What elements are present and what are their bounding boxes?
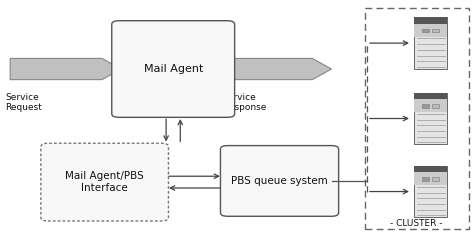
FancyBboxPatch shape xyxy=(414,166,447,218)
FancyBboxPatch shape xyxy=(414,99,447,112)
FancyBboxPatch shape xyxy=(414,24,447,37)
Text: Service
Response: Service Response xyxy=(223,93,266,112)
FancyBboxPatch shape xyxy=(422,29,429,32)
Text: - CLUSTER -: - CLUSTER - xyxy=(391,219,443,228)
FancyBboxPatch shape xyxy=(414,93,447,99)
Text: Mail Agent/PBS
Interface: Mail Agent/PBS Interface xyxy=(65,171,144,193)
FancyBboxPatch shape xyxy=(432,104,439,108)
Text: Service
Request: Service Request xyxy=(5,93,42,112)
FancyBboxPatch shape xyxy=(220,146,338,216)
FancyBboxPatch shape xyxy=(41,143,168,221)
FancyBboxPatch shape xyxy=(112,21,235,117)
FancyBboxPatch shape xyxy=(414,17,447,69)
FancyBboxPatch shape xyxy=(422,104,429,108)
FancyBboxPatch shape xyxy=(414,166,447,172)
FancyBboxPatch shape xyxy=(414,17,447,24)
FancyBboxPatch shape xyxy=(414,172,447,185)
Text: Mail Agent: Mail Agent xyxy=(144,64,203,74)
FancyBboxPatch shape xyxy=(422,177,429,181)
FancyBboxPatch shape xyxy=(432,29,439,32)
Text: PBS queue system: PBS queue system xyxy=(231,176,328,186)
Polygon shape xyxy=(225,58,331,80)
FancyBboxPatch shape xyxy=(414,93,447,144)
Polygon shape xyxy=(10,58,121,80)
FancyBboxPatch shape xyxy=(432,177,439,181)
